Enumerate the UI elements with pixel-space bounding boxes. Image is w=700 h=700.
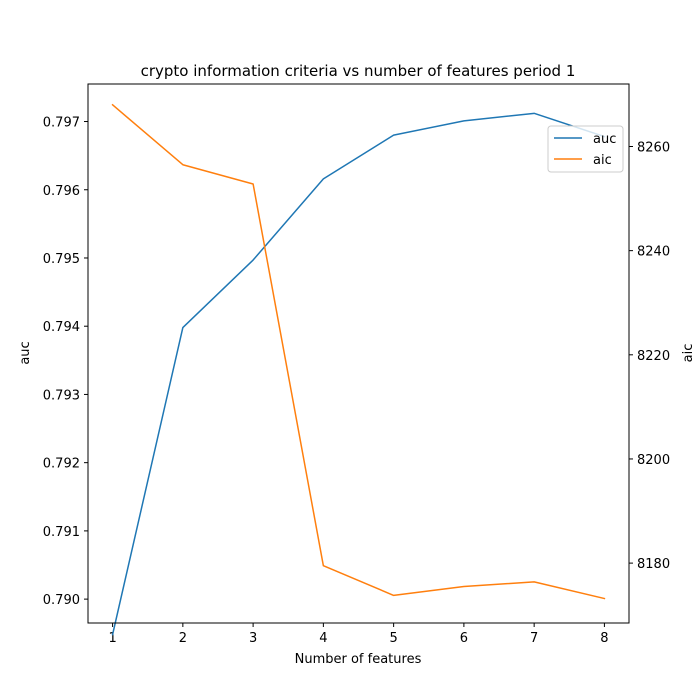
- left-y-tick-label-0.793: 0.793: [43, 388, 80, 403]
- x-tick-label-1: 1: [108, 631, 116, 646]
- legend-label-auc: auc: [593, 132, 616, 147]
- right-y-tick-label-8260: 8260: [637, 140, 670, 155]
- chart-title: crypto information criteria vs number of…: [141, 62, 576, 80]
- x-tick-label-7: 7: [530, 631, 538, 646]
- x-tick-label-4: 4: [319, 631, 327, 646]
- x-axis-label: Number of features: [295, 652, 422, 667]
- legend: auc aic: [547, 125, 624, 173]
- left-y-tick-label-0.792: 0.792: [43, 457, 80, 472]
- x-tick-label-3: 3: [249, 631, 257, 646]
- left-y-tick-label-0.794: 0.794: [43, 320, 80, 335]
- x-tick-label-6: 6: [460, 631, 468, 646]
- x-tick-label-5: 5: [389, 631, 397, 646]
- series-line-auc: [111, 112, 606, 636]
- left-y-tick-label-0.797: 0.797: [43, 116, 80, 131]
- x-tick-label-2: 2: [179, 631, 187, 646]
- right-y-tick-label-8180: 8180: [637, 557, 670, 572]
- right-axis-label: aic: [681, 344, 696, 363]
- x-tick-label-8: 8: [600, 631, 608, 646]
- left-y-tick-label-0.795: 0.795: [43, 252, 80, 267]
- left-axis-label: auc: [18, 341, 33, 364]
- right-y-tick-label-8200: 8200: [637, 453, 670, 468]
- left-y-tick-label-0.791: 0.791: [43, 525, 80, 540]
- left-y-tick-label-0.790: 0.790: [43, 593, 80, 608]
- right-y-tick-label-8240: 8240: [637, 245, 670, 260]
- plot-frame: [87, 83, 630, 624]
- series-line-aic: [111, 103, 606, 600]
- right-y-tick-label-8220: 8220: [637, 349, 670, 364]
- left-y-tick-label-0.796: 0.796: [43, 184, 80, 199]
- legend-label-aic: aic: [593, 153, 612, 168]
